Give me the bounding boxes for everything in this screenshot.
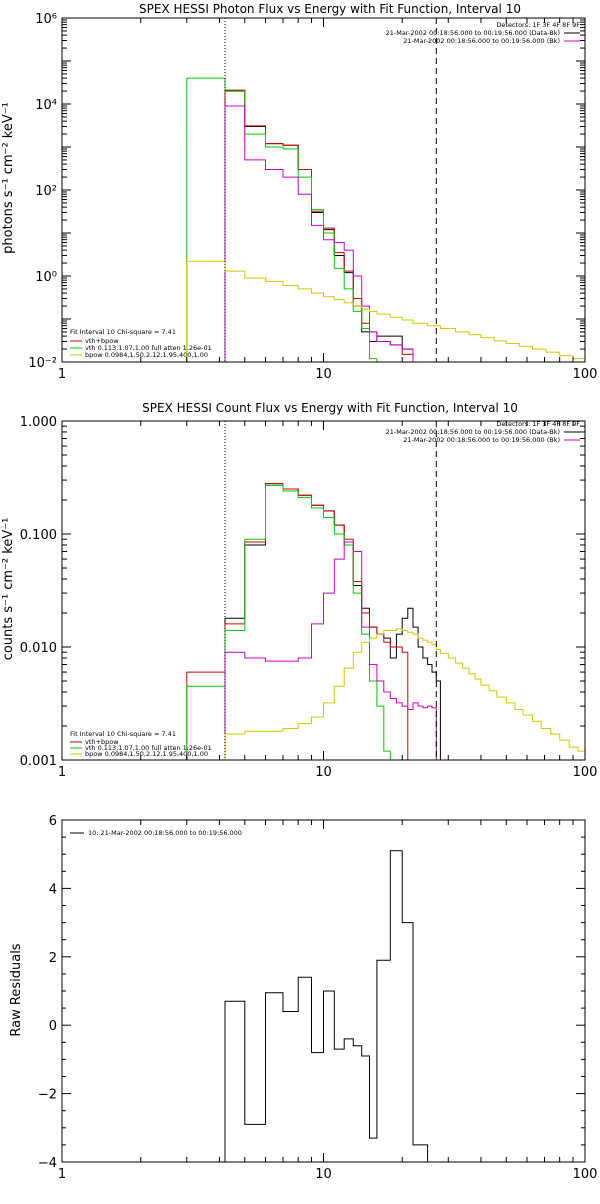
photon-fit-text: Fit Interval 10 Chi-square = 7.41 [70, 328, 176, 336]
count-detectors-label: Detectors: 1F 3F 4F 8F 9F [496, 420, 580, 428]
residuals-plot: 1 10 100 −4 −2 0 2 4 6 [38, 814, 598, 1182]
y-tick-label: 6 [49, 814, 57, 829]
y-tick-label: 0.010 [20, 641, 57, 656]
photon-flux-plot: 1 10 100 10⁻² 10⁰ 10² 10⁴ 10⁶ [28, 12, 597, 382]
y-tick-label: 10⁶ [35, 12, 57, 27]
series-bpow [224, 541, 437, 760]
y-tick-label: 0 [49, 1019, 57, 1034]
count-legend-total: vth+bpow [85, 738, 119, 746]
photon-legend-bpow: bpow 0.0984,1.50,2.12,1.95,400,1.00 [85, 351, 208, 359]
count-flux-title: SPEX HESSI Count Flux vs Energy with Fit… [142, 401, 518, 415]
count-flux-plot: 1 10 100 0.001 0.010 0.100 1.000 [20, 415, 598, 780]
residuals-ylabel: Raw Residuals [9, 943, 24, 1036]
x-tick-label: 100 [573, 367, 598, 382]
count-interval-data-label: 21-Mar-2002 00:18:56.000 to 00:19:56.000… [386, 428, 560, 436]
series-vth+bpow [224, 89, 414, 362]
x-tick-label: 10 [315, 765, 332, 780]
series-thermal [186, 260, 585, 362]
series-thermal [224, 628, 585, 760]
x-tick-label: 10 [315, 1167, 332, 1182]
x-tick-label: 10 [315, 367, 332, 382]
count-legend-bpow: bpow 0.0984,1.50,2.12,1.95,400,1.00 [85, 750, 208, 758]
y-tick-label: −2 [38, 1088, 57, 1103]
photon-legend-vth: vth 0.113,1.07,1.00 full atten 1.26e-01 [85, 344, 212, 352]
residuals-legend: 10: 21-Mar-2002 00:18:56.000 to 00:19:56… [88, 829, 242, 837]
y-tick-label: 10² [35, 184, 57, 199]
y-tick-label: 10⁻² [28, 356, 57, 371]
photon-detectors-label: Detectors: 1F 3F 4F 8F 9F [496, 21, 580, 29]
y-tick-label: −4 [38, 1156, 57, 1171]
x-tick-label: 1 [58, 1167, 66, 1182]
x-tick-label: 1 [58, 765, 66, 780]
count-interval-bk-label: 21-Mar-2002 00:18:56.000 to 00:19:56.000… [403, 436, 560, 444]
photon-legend-total: vth+bpow [85, 337, 119, 345]
y-tick-label: 0.001 [20, 754, 57, 769]
count-flux-ylabel: counts s⁻¹ cm⁻² keV⁻¹ [1, 518, 16, 661]
plot-frame [61, 17, 586, 363]
series-residuals [224, 850, 441, 1162]
series-bpow [224, 105, 414, 362]
y-tick-label: 10⁴ [35, 98, 57, 113]
y-tick-label: 10⁰ [35, 270, 57, 285]
y-tick-label: 0.100 [20, 528, 57, 543]
x-tick-label: 100 [573, 765, 598, 780]
series-group [224, 850, 441, 1162]
series-group [186, 483, 585, 760]
series-vth+bpow [186, 483, 409, 760]
photon-interval-data-label: 21-Mar-2002 00:18:56.000 to 00:19:56.000… [386, 29, 560, 37]
x-tick-label: 100 [573, 1167, 598, 1182]
photon-flux-ylabel: photons s⁻¹ cm⁻² keV⁻¹ [1, 102, 16, 254]
y-tick-label: 2 [49, 951, 57, 966]
series-vth [186, 484, 391, 760]
y-tick-label: 4 [49, 882, 57, 897]
count-fit-text: Fit Interval 10 Chi-square = 7.41 [70, 730, 176, 738]
series-vth [186, 77, 378, 362]
x-tick-label: 1 [58, 367, 66, 382]
photon-interval-bk-label: 21-Mar-2002 00:18:56.000 to 00:19:56.000… [403, 37, 560, 45]
photon-flux-title: SPEX HESSI Photon Flux vs Energy with Fi… [139, 2, 521, 16]
count-legend-vth: vth 0.113,1.07,1.00 full atten 1.26e-01 [85, 744, 212, 752]
y-tick-label: 1.000 [20, 415, 57, 430]
series-data [224, 90, 414, 362]
series-group [186, 77, 585, 362]
